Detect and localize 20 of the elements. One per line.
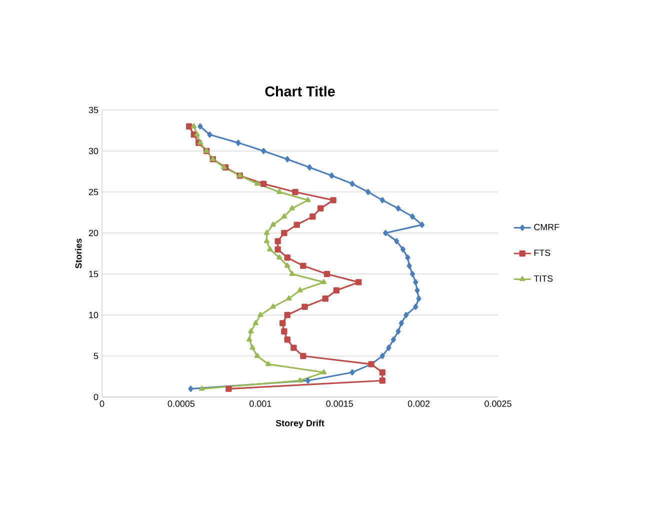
legend-label: FTS: [534, 250, 550, 256]
y-tick-label: 10: [89, 312, 98, 318]
legend-label: TITS: [534, 275, 553, 282]
y-tick-label: 35: [88, 106, 98, 114]
chart-title: Chart Title: [265, 86, 335, 96]
x-tick-label: 0.0015: [326, 400, 353, 407]
x-tick-label: 0.0005: [168, 400, 195, 407]
legend-label: CMRF: [534, 224, 560, 230]
x-axis-title: Storey Drift: [276, 420, 324, 428]
y-tick-label: 20: [88, 230, 98, 236]
x-tick-label: 0: [100, 400, 104, 407]
y-tick-label: 30: [88, 148, 98, 154]
x-tick-label: 0.0025: [484, 400, 512, 407]
y-tick-label: 15: [89, 270, 98, 278]
x-tick-label: 0.002: [408, 400, 430, 407]
x-tick-label: 0.001: [250, 400, 272, 407]
y-axis-title: Stories: [75, 238, 82, 268]
y-tick-label: 0: [94, 394, 98, 400]
y-tick-label: 25: [88, 188, 98, 196]
y-tick-label: 5: [94, 352, 98, 360]
